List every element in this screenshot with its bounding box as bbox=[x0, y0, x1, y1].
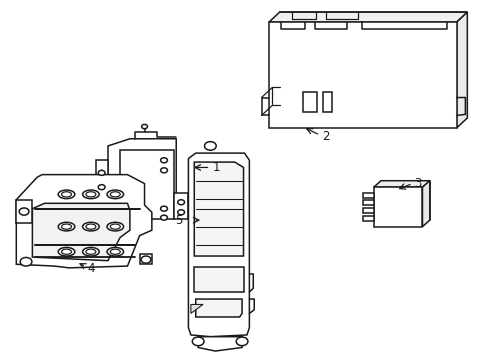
Circle shape bbox=[204, 141, 216, 150]
Circle shape bbox=[160, 215, 167, 220]
Polygon shape bbox=[96, 160, 108, 196]
Polygon shape bbox=[198, 337, 242, 351]
Polygon shape bbox=[16, 200, 32, 223]
Circle shape bbox=[19, 208, 29, 215]
Polygon shape bbox=[16, 175, 152, 268]
Circle shape bbox=[160, 158, 167, 163]
Ellipse shape bbox=[61, 192, 71, 197]
Circle shape bbox=[20, 257, 32, 266]
Text: 2: 2 bbox=[322, 130, 329, 143]
Circle shape bbox=[177, 200, 184, 205]
Ellipse shape bbox=[61, 224, 71, 229]
Polygon shape bbox=[120, 149, 173, 220]
Ellipse shape bbox=[110, 192, 120, 197]
Ellipse shape bbox=[107, 222, 123, 231]
Circle shape bbox=[141, 256, 151, 263]
Polygon shape bbox=[32, 203, 130, 261]
Ellipse shape bbox=[110, 249, 120, 254]
Circle shape bbox=[98, 185, 105, 190]
Polygon shape bbox=[108, 139, 176, 218]
Polygon shape bbox=[373, 187, 422, 226]
Circle shape bbox=[177, 210, 184, 215]
Ellipse shape bbox=[58, 190, 75, 199]
Ellipse shape bbox=[86, 224, 96, 229]
Polygon shape bbox=[362, 216, 373, 221]
Circle shape bbox=[236, 337, 247, 346]
Circle shape bbox=[98, 170, 105, 175]
Circle shape bbox=[160, 168, 167, 173]
Polygon shape bbox=[140, 253, 152, 264]
Polygon shape bbox=[362, 193, 373, 198]
Polygon shape bbox=[195, 299, 242, 317]
Polygon shape bbox=[194, 267, 243, 292]
Ellipse shape bbox=[107, 247, 123, 256]
Polygon shape bbox=[362, 208, 373, 213]
Ellipse shape bbox=[107, 190, 123, 199]
Circle shape bbox=[160, 206, 167, 211]
Polygon shape bbox=[190, 305, 203, 314]
Polygon shape bbox=[268, 22, 456, 128]
Ellipse shape bbox=[82, 247, 99, 256]
Polygon shape bbox=[422, 181, 429, 226]
Polygon shape bbox=[268, 12, 467, 22]
Ellipse shape bbox=[58, 222, 75, 231]
Ellipse shape bbox=[82, 222, 99, 231]
Polygon shape bbox=[373, 181, 429, 187]
Text: 4: 4 bbox=[87, 262, 95, 275]
Ellipse shape bbox=[110, 224, 120, 229]
Ellipse shape bbox=[86, 192, 96, 197]
Ellipse shape bbox=[61, 249, 71, 254]
Polygon shape bbox=[173, 193, 188, 220]
Text: 5: 5 bbox=[174, 214, 182, 227]
Circle shape bbox=[142, 125, 147, 129]
Text: 1: 1 bbox=[212, 161, 220, 174]
Ellipse shape bbox=[86, 249, 96, 254]
Polygon shape bbox=[194, 162, 243, 256]
Bar bbox=[303, 92, 316, 112]
Ellipse shape bbox=[58, 247, 75, 256]
Polygon shape bbox=[188, 153, 249, 337]
Polygon shape bbox=[456, 12, 467, 128]
Ellipse shape bbox=[82, 190, 99, 199]
Circle shape bbox=[192, 337, 203, 346]
Polygon shape bbox=[362, 201, 373, 206]
Polygon shape bbox=[380, 181, 429, 220]
Text: 3: 3 bbox=[413, 177, 421, 190]
Polygon shape bbox=[279, 12, 467, 118]
Bar bbox=[322, 92, 331, 112]
